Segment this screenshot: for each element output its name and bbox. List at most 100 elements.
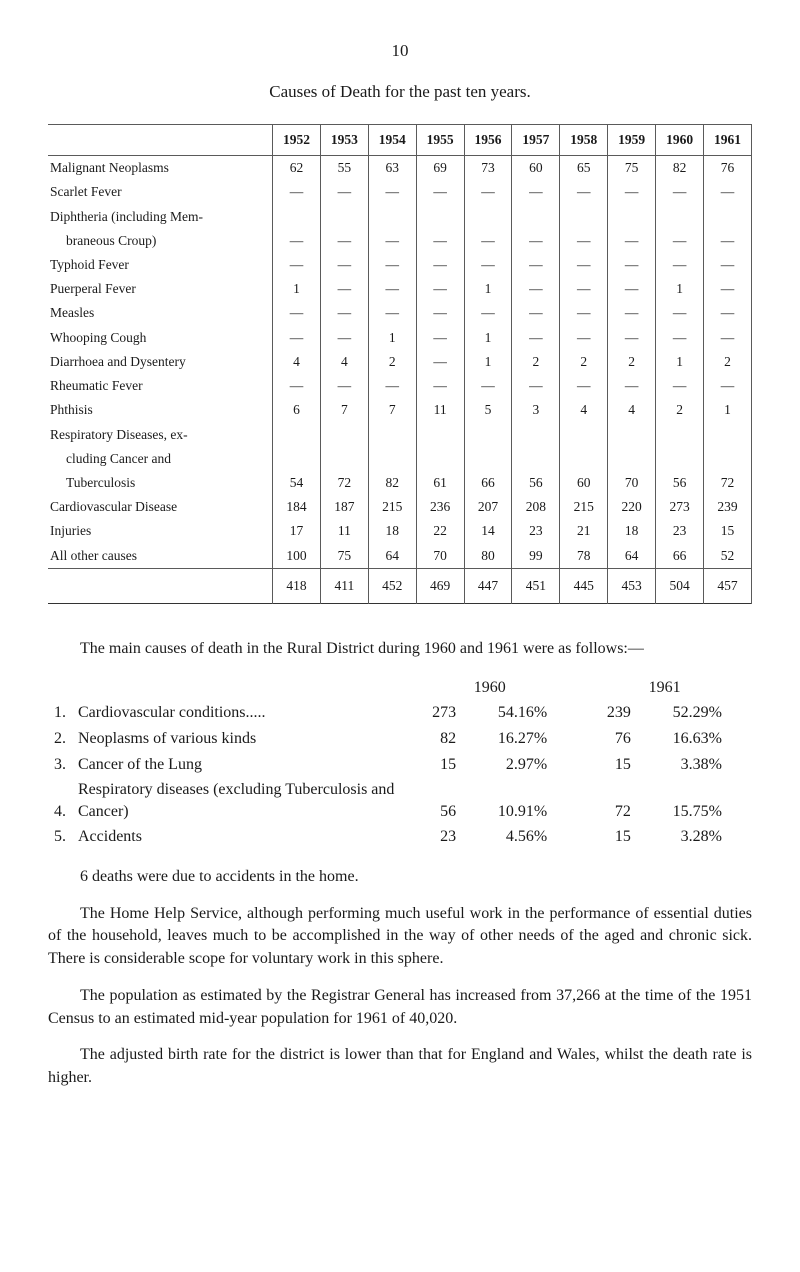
- cell: —: [320, 277, 368, 301]
- summary-1961-count: 239: [577, 700, 637, 726]
- summary-1960-pct: 4.56%: [462, 824, 577, 850]
- cell: 1: [464, 350, 512, 374]
- year-1952: 1952: [273, 124, 321, 155]
- total-cell: 451: [512, 568, 560, 603]
- summary-1960-count: 23: [402, 824, 462, 850]
- cell: 2: [368, 350, 416, 374]
- row-label: Malignant Neoplasms: [48, 156, 273, 181]
- row-label: Injuries: [48, 519, 273, 543]
- total-cell: 445: [560, 568, 608, 603]
- summary-year-1960: 1960: [402, 675, 577, 701]
- cell: —: [368, 229, 416, 253]
- cell: [560, 423, 608, 447]
- summary-label: Cardiovascular conditions.....: [72, 700, 402, 726]
- cell: —: [512, 374, 560, 398]
- cell: —: [512, 180, 560, 204]
- cell: 61: [416, 471, 464, 495]
- cell: 23: [656, 519, 704, 543]
- cell: 1: [368, 326, 416, 350]
- cell: 215: [560, 495, 608, 519]
- cell: [273, 447, 321, 471]
- cell: —: [368, 374, 416, 398]
- cell: —: [512, 253, 560, 277]
- row-label: Rheumatic Fever: [48, 374, 273, 398]
- cell: —: [704, 180, 752, 204]
- cell: —: [320, 229, 368, 253]
- cell: [704, 205, 752, 229]
- summary-year-row: 1960 1961: [48, 675, 752, 701]
- cell: 100: [273, 544, 321, 569]
- cell: 18: [608, 519, 656, 543]
- table-header-row: 1952 1953 1954 1955 1956 1957 1958 1959 …: [48, 124, 752, 155]
- table-row: Whooping Cough——1—1—————: [48, 326, 752, 350]
- summary-1960-count: 15: [402, 752, 462, 778]
- row-label: Whooping Cough: [48, 326, 273, 350]
- cell: 6: [273, 398, 321, 422]
- cell: 82: [656, 156, 704, 181]
- table-row: Diphtheria (including Mem-: [48, 205, 752, 229]
- row-label: Puerperal Fever: [48, 277, 273, 301]
- table-row: Injuries17111822142321182315: [48, 519, 752, 543]
- summary-label: Respiratory diseases (excluding Tubercul…: [72, 777, 402, 824]
- summary-label: Accidents: [72, 824, 402, 850]
- table-row: Phthisis67711534421: [48, 398, 752, 422]
- cell: 1: [273, 277, 321, 301]
- table-row: Respiratory Diseases, ex-: [48, 423, 752, 447]
- cell: 5: [464, 398, 512, 422]
- year-1956: 1956: [464, 124, 512, 155]
- cell: —: [320, 326, 368, 350]
- row-label: Typhoid Fever: [48, 253, 273, 277]
- cell: —: [704, 326, 752, 350]
- cell: 2: [704, 350, 752, 374]
- cell: —: [656, 301, 704, 325]
- table-row: braneous Croup)——————————: [48, 229, 752, 253]
- cell: —: [416, 253, 464, 277]
- summary-row: 4.Respiratory diseases (excluding Tuberc…: [48, 777, 752, 824]
- cell: 75: [608, 156, 656, 181]
- row-label: [48, 568, 273, 603]
- cell: 66: [464, 471, 512, 495]
- cell: [656, 423, 704, 447]
- total-cell: 411: [320, 568, 368, 603]
- total-cell: 469: [416, 568, 464, 603]
- cell: —: [464, 253, 512, 277]
- cell: —: [368, 253, 416, 277]
- cell: 72: [704, 471, 752, 495]
- para-home-accidents: 6 deaths were due to accidents in the ho…: [48, 866, 752, 889]
- cell: 184: [273, 495, 321, 519]
- cell: 4: [273, 350, 321, 374]
- cell: [464, 423, 512, 447]
- cell: —: [273, 180, 321, 204]
- summary-1960-count: 82: [402, 726, 462, 752]
- cell: —: [368, 301, 416, 325]
- summary-num: 4.: [48, 777, 72, 824]
- table-row: cluding Cancer and: [48, 447, 752, 471]
- cell: 7: [320, 398, 368, 422]
- cell: —: [464, 229, 512, 253]
- main-causes-intro: The main causes of death in the Rural Di…: [48, 638, 752, 661]
- summary-num: 2.: [48, 726, 72, 752]
- summary-1960-pct: 16.27%: [462, 726, 577, 752]
- cell: —: [608, 301, 656, 325]
- year-1958: 1958: [560, 124, 608, 155]
- summary-1961-pct: 3.38%: [637, 752, 752, 778]
- cell: —: [704, 253, 752, 277]
- cell: —: [273, 229, 321, 253]
- cell: 52: [704, 544, 752, 569]
- table-row: Cardiovascular Disease184187215236207208…: [48, 495, 752, 519]
- cell: 1: [656, 277, 704, 301]
- cell: 7: [368, 398, 416, 422]
- cell: —: [560, 374, 608, 398]
- cell: 220: [608, 495, 656, 519]
- cell: 208: [512, 495, 560, 519]
- cell: [608, 205, 656, 229]
- cell: 82: [368, 471, 416, 495]
- row-label: Diarrhoea and Dysentery: [48, 350, 273, 374]
- cell: [512, 447, 560, 471]
- table-title: Causes of Death for the past ten years.: [48, 81, 752, 104]
- cell: 11: [320, 519, 368, 543]
- cell: —: [273, 374, 321, 398]
- cell: [608, 447, 656, 471]
- row-label: Respiratory Diseases, ex-: [48, 423, 273, 447]
- cell: —: [704, 301, 752, 325]
